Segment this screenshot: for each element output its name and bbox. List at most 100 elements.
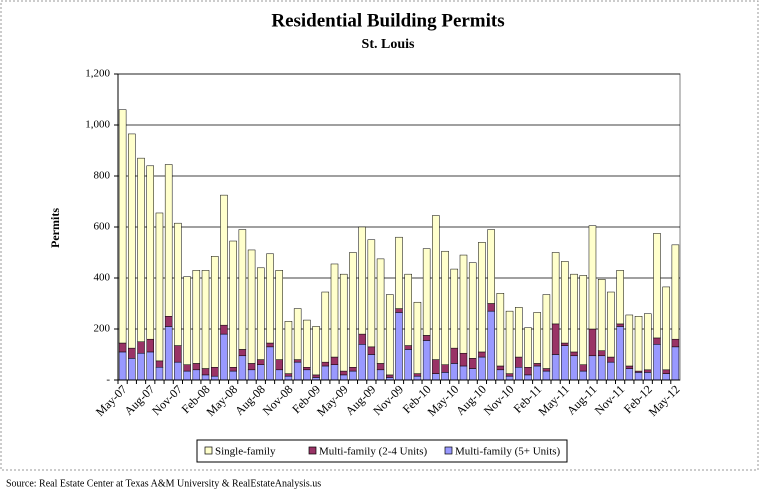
bar <box>210 367 219 377</box>
bar <box>542 370 551 381</box>
bar <box>468 262 477 359</box>
bar <box>644 369 652 373</box>
bar <box>644 372 652 381</box>
bar <box>505 375 514 381</box>
bar <box>597 279 606 351</box>
bar <box>662 369 670 374</box>
legend-swatch <box>444 446 453 455</box>
y-tick-label: 1,200 <box>85 68 110 80</box>
bar <box>284 373 293 377</box>
bar <box>561 345 569 381</box>
bar <box>634 372 643 381</box>
bar <box>137 341 145 354</box>
bar <box>671 244 680 340</box>
bar <box>616 326 624 381</box>
bar <box>146 351 154 381</box>
bar <box>450 268 459 349</box>
bar <box>164 326 173 381</box>
bar <box>404 345 412 350</box>
bar <box>321 361 330 367</box>
bar <box>432 373 440 381</box>
bar <box>459 352 468 367</box>
bar <box>579 275 588 365</box>
bar <box>210 256 219 368</box>
bar <box>607 361 615 381</box>
bar <box>597 355 606 381</box>
bar <box>395 236 403 309</box>
bar <box>128 133 136 349</box>
bar <box>616 270 624 325</box>
bar <box>164 316 173 327</box>
bar <box>376 369 385 381</box>
bar <box>155 360 164 368</box>
bar <box>164 164 173 317</box>
bar <box>192 369 201 381</box>
bar <box>118 351 127 381</box>
bar <box>478 356 486 381</box>
y-tick-label: 1,000 <box>85 119 110 131</box>
bar <box>118 109 127 344</box>
bar <box>441 250 449 365</box>
bar <box>257 267 265 360</box>
bar <box>312 374 320 378</box>
bar <box>247 249 256 364</box>
bar <box>293 308 302 360</box>
bar <box>137 352 145 381</box>
bar <box>422 335 431 341</box>
bar <box>505 310 514 374</box>
bar <box>238 349 247 357</box>
bar <box>597 350 606 357</box>
bar <box>413 375 422 381</box>
bar <box>174 345 182 363</box>
bar <box>478 242 486 353</box>
bar <box>275 270 283 360</box>
bar <box>542 294 551 369</box>
bar <box>266 253 274 344</box>
bar <box>404 349 412 381</box>
bar <box>570 355 578 381</box>
bar <box>496 365 505 371</box>
bar <box>468 358 477 369</box>
bar <box>284 375 293 381</box>
bar <box>496 293 505 367</box>
bar <box>441 372 449 381</box>
bar <box>570 351 578 357</box>
bar <box>312 326 320 376</box>
bar <box>671 338 680 348</box>
y-tick-label: 200 <box>94 323 111 335</box>
bar <box>220 324 228 335</box>
bar <box>561 342 569 346</box>
y-tick-label: 800 <box>94 170 111 182</box>
bar <box>487 310 495 381</box>
bar <box>487 229 495 304</box>
bar <box>496 369 505 381</box>
source-note: Source: Real Estate Center at Texas A&M … <box>6 478 321 489</box>
bar <box>275 359 283 371</box>
bar <box>321 291 330 363</box>
bar <box>210 375 219 381</box>
bar <box>607 291 615 358</box>
bar <box>201 374 210 381</box>
bar <box>146 338 154 353</box>
bar <box>358 344 366 381</box>
bar <box>257 359 265 365</box>
bar <box>349 370 357 381</box>
bar <box>459 365 468 381</box>
y-tick-label: 600 <box>94 221 111 233</box>
bar <box>450 347 459 364</box>
bar <box>229 367 237 372</box>
bar <box>524 367 532 376</box>
bar <box>330 364 339 381</box>
bar <box>174 361 182 381</box>
bar <box>413 373 422 377</box>
bar <box>487 303 495 312</box>
bar <box>551 354 560 381</box>
bar <box>422 340 431 381</box>
bar <box>450 363 459 381</box>
bar <box>579 370 588 381</box>
bar <box>644 313 652 371</box>
bar <box>303 319 311 368</box>
bar <box>201 270 210 369</box>
bar <box>570 273 578 353</box>
